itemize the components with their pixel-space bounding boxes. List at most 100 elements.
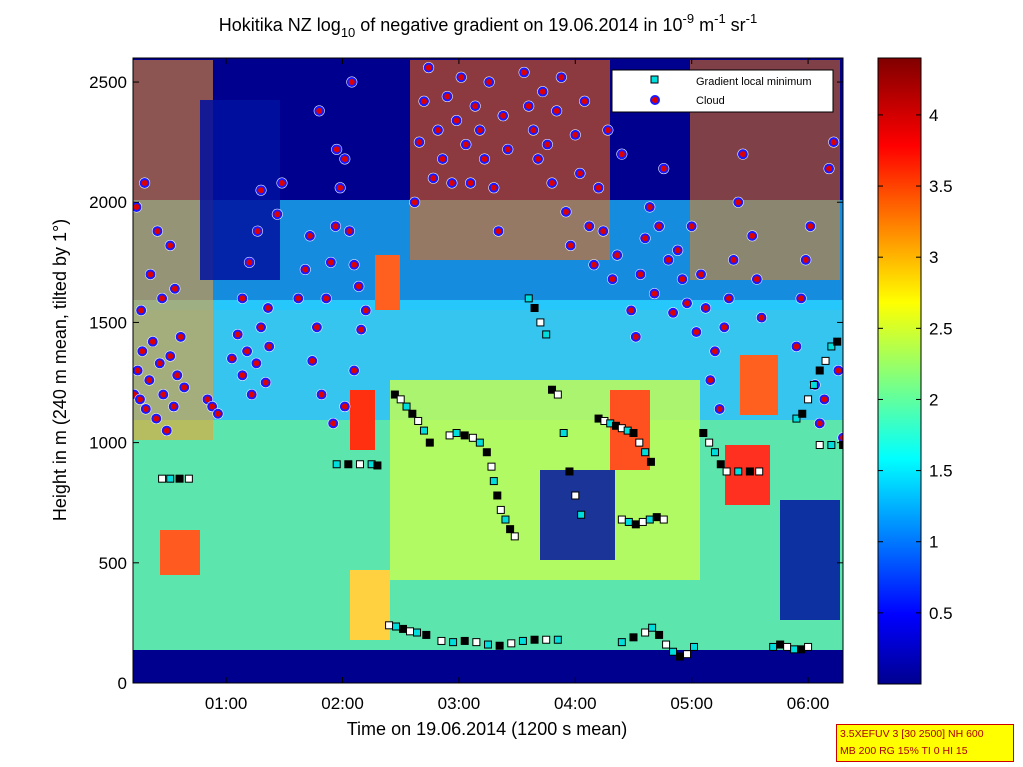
cloud-point-86 xyxy=(519,67,530,78)
cloud-point-5 xyxy=(144,375,155,386)
gradient-min-point-53 xyxy=(565,467,574,476)
gradient-min-point-68 xyxy=(631,520,640,529)
gradient-min-point-76 xyxy=(648,623,657,632)
gradient-min-point-11 xyxy=(399,624,408,633)
gradient-min-point-102 xyxy=(821,356,830,365)
cloud-point-49 xyxy=(321,293,332,304)
gradient-min-point-33 xyxy=(445,431,454,440)
cloud-point-92 xyxy=(547,178,558,188)
gradient-min-point-21 xyxy=(507,639,516,648)
cloud-point-144 xyxy=(824,163,835,174)
cloud-point-44 xyxy=(300,264,311,275)
cloud-point-113 xyxy=(649,288,660,299)
cloud-point-67 xyxy=(418,96,429,107)
cloud-point-95 xyxy=(560,206,571,217)
heatmap-dark-gap-1 xyxy=(200,100,280,280)
legend-marker-cloud xyxy=(650,95,660,105)
gradient-min-point-106 xyxy=(827,441,836,450)
gradient-min-point-92 xyxy=(776,640,785,649)
x-tick-label-2: 03:00 xyxy=(438,694,481,713)
cloud-point-60 xyxy=(356,324,367,335)
cloud-point-100 xyxy=(584,221,595,232)
cloud-point-119 xyxy=(677,274,688,285)
gradient-min-point-55 xyxy=(577,510,586,519)
cloud-point-73 xyxy=(446,178,457,188)
cloud-point-97 xyxy=(570,129,581,140)
cloud-point-115 xyxy=(658,163,669,174)
legend-label-gradient-min: Gradient local minimum xyxy=(696,76,812,88)
gradient-min-point-42 xyxy=(496,505,505,514)
cloud-point-41 xyxy=(272,209,283,220)
gradient-min-point-9 xyxy=(385,621,394,630)
heatmap-bottom-dark xyxy=(133,650,843,683)
cloud-point-64 xyxy=(346,77,357,88)
cloud-point-52 xyxy=(335,182,346,193)
x-tick-label-3: 04:00 xyxy=(554,694,597,713)
gradient-min-point-23 xyxy=(530,635,539,644)
gradient-min-point-1 xyxy=(166,474,175,483)
y-tick-label-5: 2500 xyxy=(89,73,127,92)
cloud-point-124 xyxy=(700,303,711,313)
cloud-point-32 xyxy=(251,358,262,369)
gradient-min-point-5 xyxy=(344,460,353,469)
colorbar-tick-label-4: 2.5 xyxy=(929,319,953,338)
cloud-point-65 xyxy=(409,197,420,208)
gradient-min-point-94 xyxy=(790,645,799,654)
gradient-min-point-24 xyxy=(542,635,551,644)
legend-marker-gradient-min xyxy=(650,75,659,84)
cloud-point-143 xyxy=(819,394,830,405)
x-tick-label-5: 06:00 xyxy=(787,694,830,713)
gradient-min-point-62 xyxy=(629,429,638,437)
legend-box xyxy=(611,69,834,113)
gradient-min-point-2 xyxy=(175,474,184,483)
gradient-min-point-84 xyxy=(705,438,714,447)
cloud-point-137 xyxy=(791,341,802,352)
cloud-point-79 xyxy=(474,125,485,136)
cloud-point-17 xyxy=(145,269,156,280)
plot-frame xyxy=(132,57,844,684)
cloud-point-126 xyxy=(709,346,720,357)
gradient-min-point-71 xyxy=(652,513,661,522)
cloud-point-42 xyxy=(276,178,287,188)
x-axis-label: Time on 19.06.2014 (1200 s mean) xyxy=(347,719,628,739)
gradient-min-point-41 xyxy=(493,491,502,500)
cloud-point-43 xyxy=(293,293,304,304)
colorbar-tick-label-2: 1.5 xyxy=(929,462,953,481)
gradient-min-point-54 xyxy=(571,491,580,500)
cloud-point-130 xyxy=(728,254,739,265)
gradient-min-point-50 xyxy=(548,385,557,394)
cloud-point-22 xyxy=(152,226,163,237)
cloud-point-34 xyxy=(260,377,271,388)
cloud-point-107 xyxy=(616,149,627,160)
gradient-min-point-77 xyxy=(655,630,664,639)
x-axis: 01:00 02:00 03:00 04:00 05:00 06:00 xyxy=(205,58,830,713)
gradient-min-point-3 xyxy=(184,474,193,483)
heatmap-block-1 xyxy=(160,530,200,575)
heatmap-block-2 xyxy=(350,570,390,640)
cloud-point-31 xyxy=(246,389,257,400)
gradient-min-point-19 xyxy=(484,640,492,649)
gradient-min-point-85 xyxy=(710,448,719,457)
gradient-min-point-75 xyxy=(641,628,650,637)
gradient-min-point-51 xyxy=(553,390,562,399)
gradient-min-point-69 xyxy=(638,517,647,526)
colorbar-tick-label-7: 4 xyxy=(929,106,938,125)
cloud-point-14 xyxy=(175,331,186,342)
y-axis: 0 500 1000 1500 2000 2500 xyxy=(89,73,843,693)
cloud-point-110 xyxy=(635,269,646,280)
cloud-point-105 xyxy=(607,274,618,285)
cloud-point-8 xyxy=(154,358,165,369)
x-tick-label-4: 05:00 xyxy=(670,694,713,713)
cloud-point-37 xyxy=(244,257,255,268)
cloud-point-98 xyxy=(574,168,585,179)
cloud-point-23 xyxy=(169,283,180,294)
cloud-point-111 xyxy=(640,233,651,244)
cloud-point-139 xyxy=(800,254,811,265)
cloud-point-70 xyxy=(432,125,443,136)
cloud-point-30 xyxy=(242,346,253,357)
cloud-point-83 xyxy=(493,226,504,237)
cloud-point-3 xyxy=(137,346,148,357)
cloud-point-109 xyxy=(630,331,641,342)
gradient-min-point-35 xyxy=(460,431,469,440)
cloud-point-54 xyxy=(344,226,355,237)
